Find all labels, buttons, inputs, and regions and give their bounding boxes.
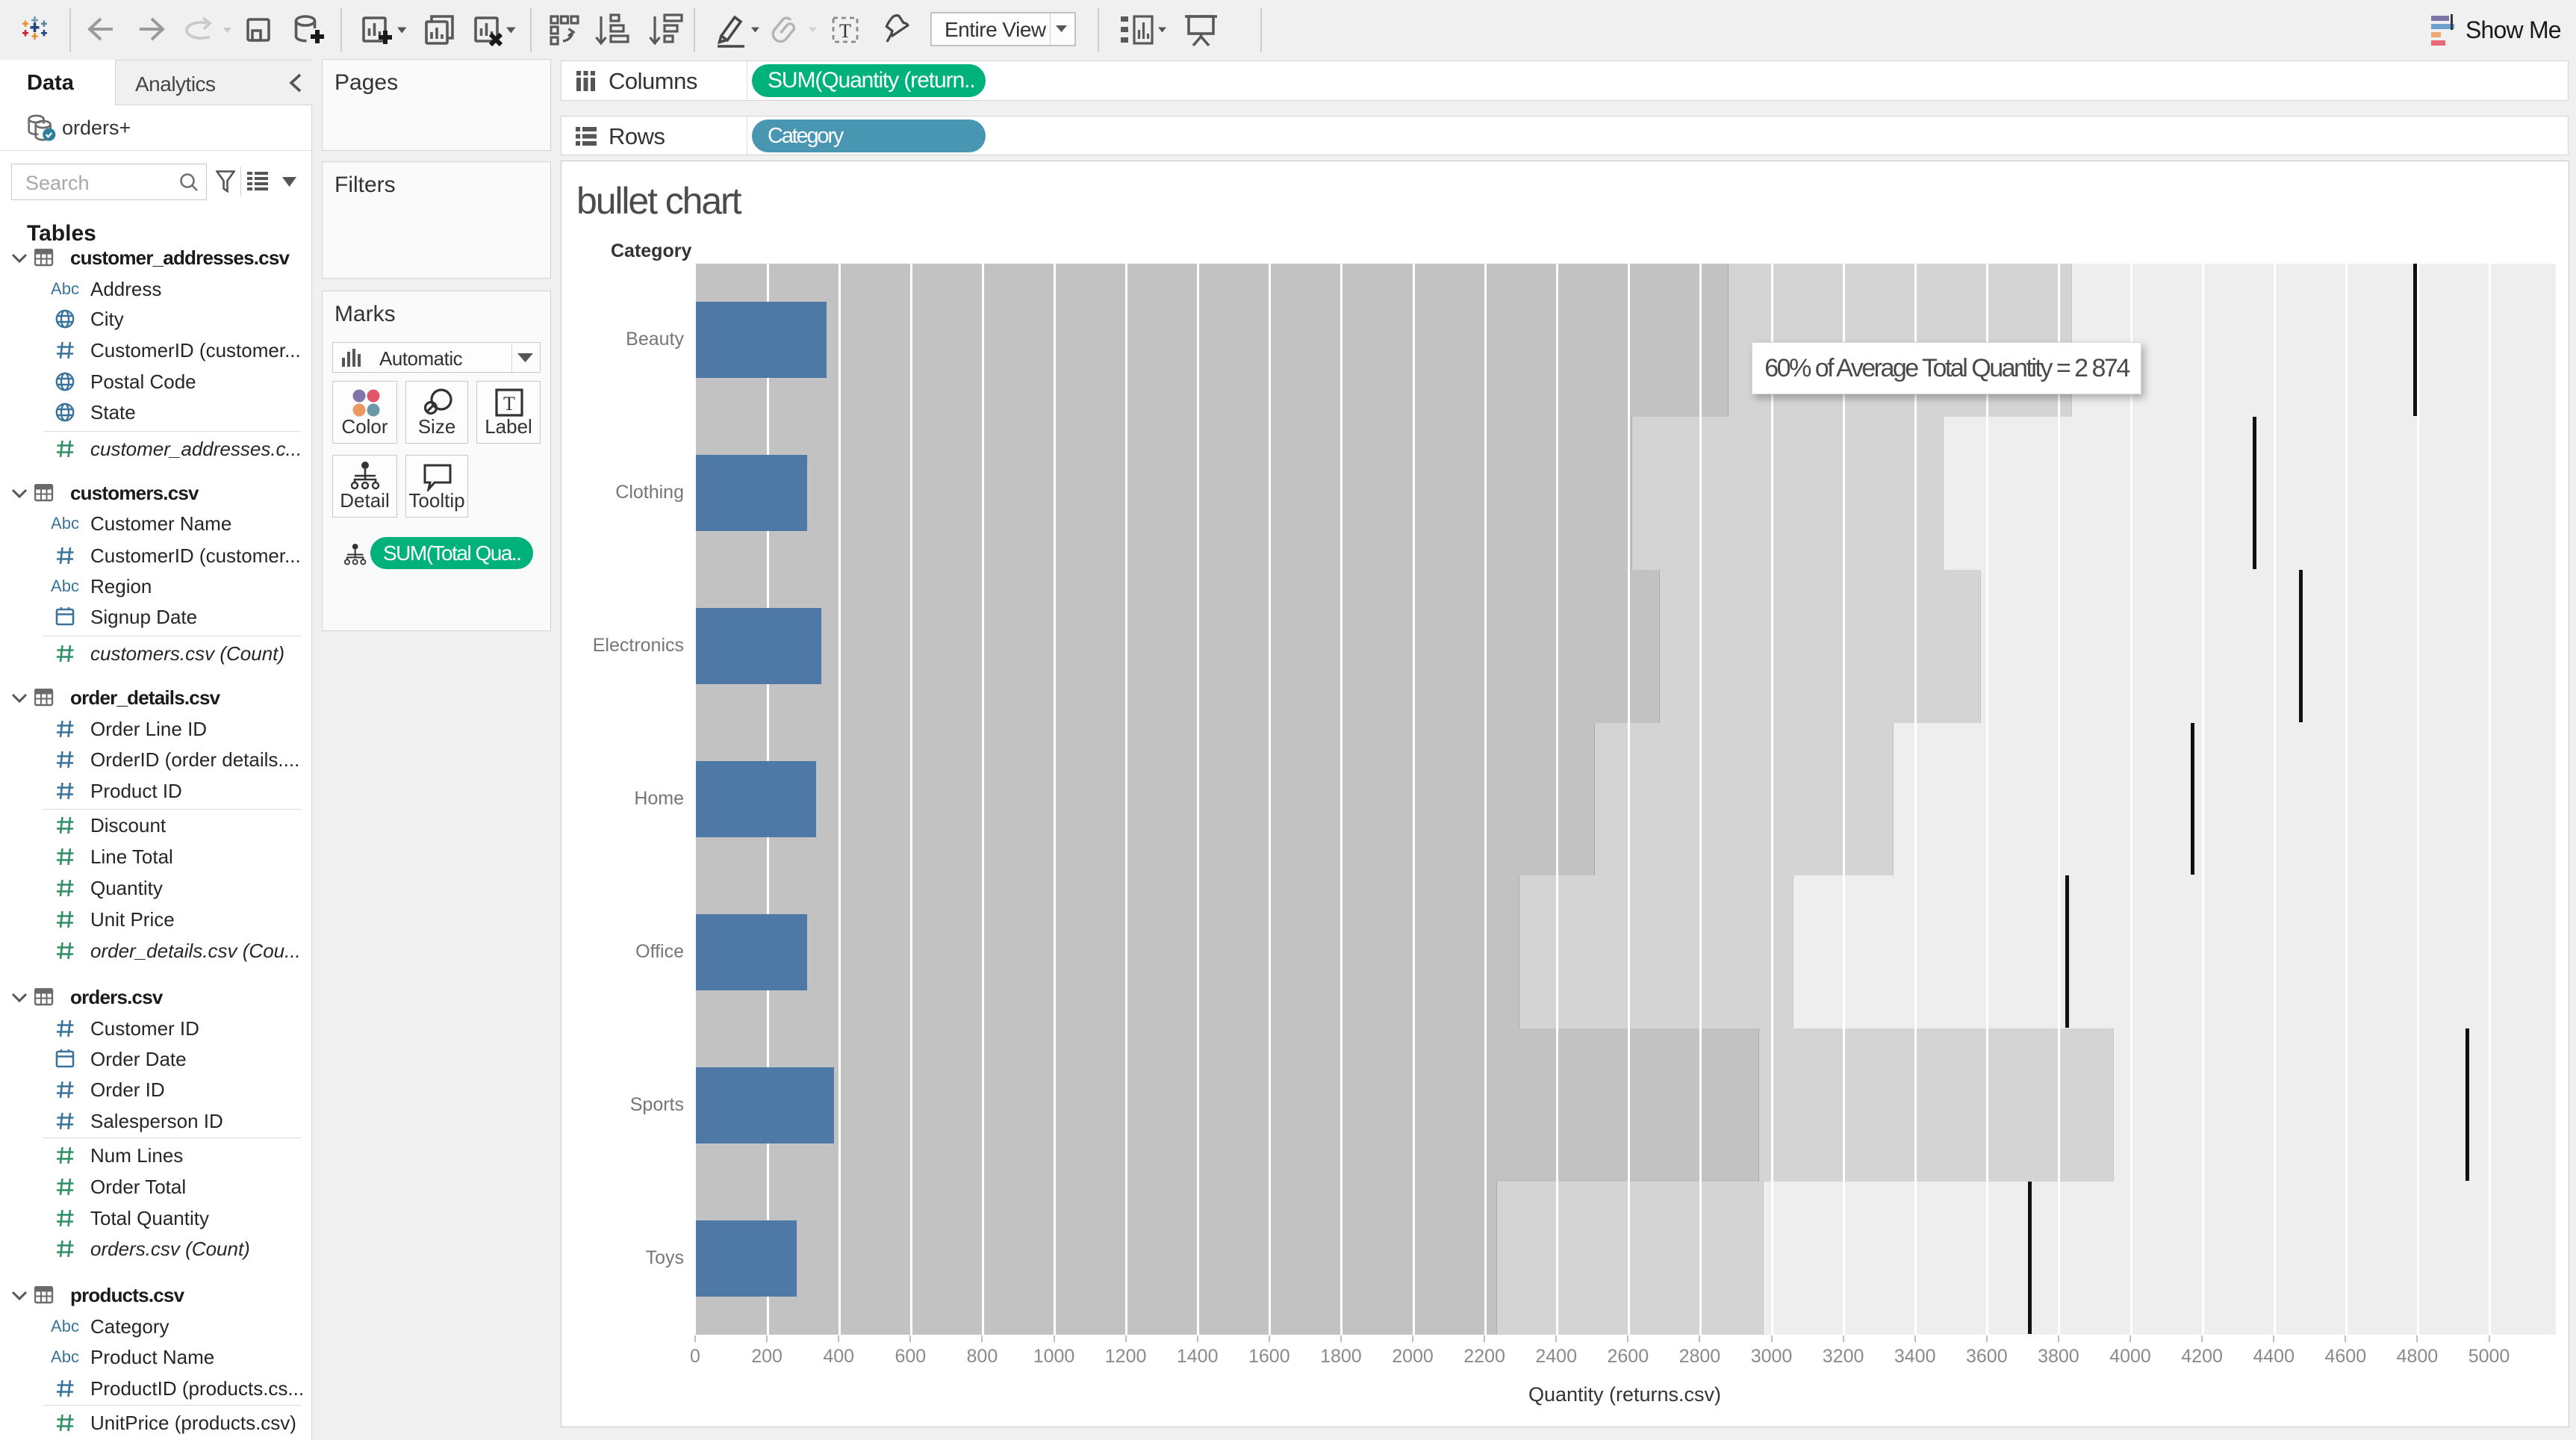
svg-text:Entire View: Entire View [945, 18, 1047, 41]
svg-text:T: T [503, 393, 515, 415]
svg-text:T: T [839, 20, 851, 42]
svg-text:Show Me: Show Me [2465, 16, 2561, 43]
